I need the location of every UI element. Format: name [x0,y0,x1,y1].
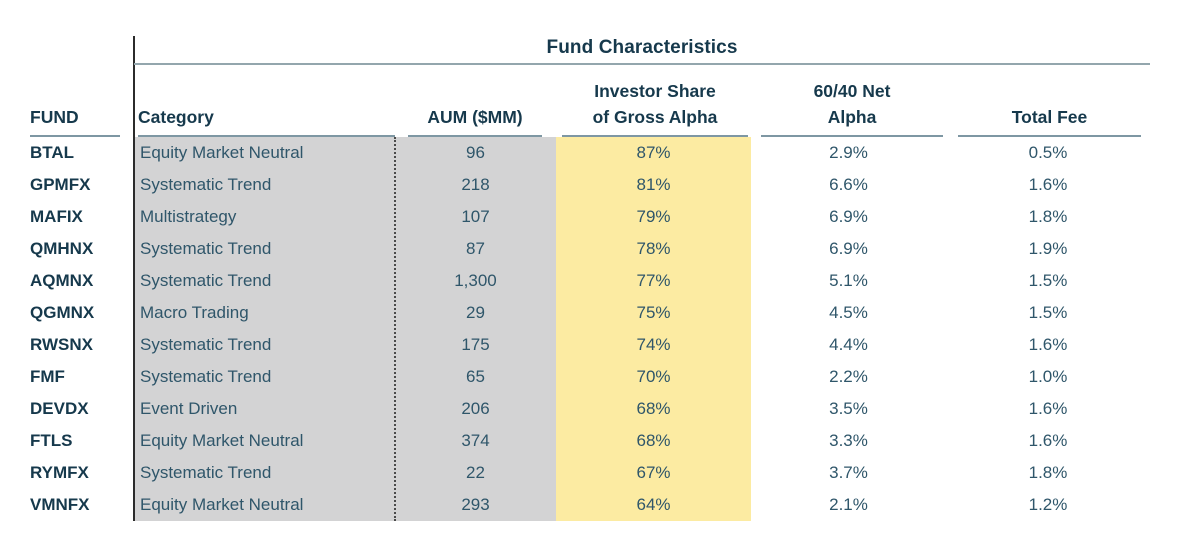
column-header-total-fee: Total Fee [958,104,1141,137]
fund-investor-share: 68% [636,431,671,450]
fund-column-divider-line [133,36,135,521]
fund-category: Multistrategy [140,207,237,226]
fund-category: Equity Market Neutral [140,431,304,450]
fund-category: Equity Market Neutral [140,143,304,162]
fund-ticker: MAFIX [30,207,83,226]
table-header-row: FUND Category AUM ($MM) Investor Share o… [30,66,1150,137]
fund-investor-share: 64% [636,495,671,514]
fund-ticker: BTAL [30,143,75,162]
fund-6040-net-alpha: 4.4% [829,335,868,354]
fund-6040-net-alpha: 2.9% [829,143,868,162]
fund-6040-net-alpha: 6.9% [829,239,868,258]
gray-highlight-band [134,137,556,521]
fund-category: Systematic Trend [140,335,272,354]
fund-category: Systematic Trend [140,463,272,482]
fund-ticker: VMNFX [30,495,90,514]
fund-total-fee: 0.5% [1028,143,1068,162]
fund-investor-share: 87% [636,143,671,162]
fund-total-fee: 1.8% [1028,207,1068,226]
fund-total-fee: 1.8% [1028,463,1068,482]
fund-6040-net-alpha: 5.1% [829,271,868,290]
fund-total-fee: 1.9% [1028,239,1068,258]
fund-aum: 374 [461,431,490,450]
table-row: QMHNX Systematic Trend 87 78% 6.9% 1.9% [30,233,1150,265]
column-header-investor-share: Investor Share of Gross Alpha [562,78,748,137]
fund-investor-share: 78% [636,239,671,258]
fund-aum: 29 [466,303,485,322]
fund-aum: 107 [461,207,490,226]
fund-category: Systematic Trend [140,271,272,290]
fund-6040-net-alpha: 3.7% [829,463,868,482]
fund-investor-share: 79% [636,207,671,226]
fund-aum: 87 [466,239,485,258]
fund-aum: 293 [461,495,490,514]
fund-ticker: FMF [30,367,65,386]
fund-ticker: FTLS [30,431,73,450]
fund-category: Systematic Trend [140,367,272,386]
table-row: BTAL Equity Market Neutral 96 87% 2.9% 0… [30,137,1150,169]
fund-ticker: QGMNX [30,303,95,322]
fund-ticker: RWSNX [30,335,93,354]
table-row: RYMFX Systematic Trend 22 67% 3.7% 1.8% [30,457,1150,489]
table-body: BTAL Equity Market Neutral 96 87% 2.9% 0… [30,137,1150,521]
fund-6040-net-alpha: 4.5% [829,303,868,322]
table-row: VMNFX Equity Market Neutral 293 64% 2.1%… [30,489,1150,521]
fund-investor-share: 77% [636,271,671,290]
column-header-aum: AUM ($MM) [408,104,542,137]
fund-aum: 96 [466,143,485,162]
table-title: Fund Characteristics [134,34,1150,65]
fund-total-fee: 1.6% [1028,175,1068,194]
yellow-highlight-band [556,137,751,521]
fund-ticker: QMHNX [30,239,94,258]
fund-category: Macro Trading [140,303,249,322]
fund-investor-share: 81% [636,175,671,194]
fund-6040-net-alpha: 6.9% [829,207,868,226]
fund-ticker: DEVDX [30,399,89,418]
fund-category: Equity Market Neutral [140,495,304,514]
fund-6040-net-alpha: 2.2% [829,367,868,386]
fund-ticker: RYMFX [30,463,89,482]
fund-investor-share: 67% [636,463,671,482]
table-row: FMF Systematic Trend 65 70% 2.2% 1.0% [30,361,1150,393]
fund-total-fee: 1.6% [1028,399,1068,418]
fund-investor-share: 70% [636,367,671,386]
table-row: MAFIX Multistrategy 107 79% 6.9% 1.8% [30,201,1150,233]
fund-6040-net-alpha: 2.1% [829,495,868,514]
column-header-category: Category [138,104,395,137]
fund-total-fee: 1.2% [1028,495,1068,514]
fund-category: Systematic Trend [140,175,272,194]
fund-aum: 175 [461,335,490,354]
fund-category: Event Driven [140,399,238,418]
fund-aum: 65 [466,367,485,386]
fund-aum: 22 [466,463,485,482]
fund-6040-net-alpha: 3.5% [829,399,868,418]
fund-total-fee: 1.6% [1028,335,1068,354]
table-row: AQMNX Systematic Trend 1,300 77% 5.1% 1.… [30,265,1150,297]
table-row: RWSNX Systematic Trend 175 74% 4.4% 1.6% [30,329,1150,361]
fund-total-fee: 1.0% [1028,367,1068,386]
fund-total-fee: 1.6% [1028,431,1068,450]
fund-6040-net-alpha: 3.3% [829,431,868,450]
column-header-fund: FUND [30,104,120,137]
fund-total-fee: 1.5% [1028,303,1068,322]
table-row: GPMFX Systematic Trend 218 81% 6.6% 1.6% [30,169,1150,201]
fund-ticker: GPMFX [30,175,91,194]
fund-category: Systematic Trend [140,239,272,258]
table-row: DEVDX Event Driven 206 68% 3.5% 1.6% [30,393,1150,425]
fund-investor-share: 75% [636,303,671,322]
fund-aum: 206 [461,399,490,418]
table-row: QGMNX Macro Trading 29 75% 4.5% 1.5% [30,297,1150,329]
fund-total-fee: 1.5% [1028,271,1068,290]
fund-ticker: AQMNX [30,271,94,290]
table-row: FTLS Equity Market Neutral 374 68% 3.3% … [30,425,1150,457]
fund-aum: 218 [461,175,490,194]
column-header-6040-net-alpha: 60/40 Net Alpha [761,78,943,137]
fund-investor-share: 74% [636,335,671,354]
category-aum-dotted-divider [394,137,396,521]
fund-aum: 1,300 [454,271,497,290]
fund-investor-share: 68% [636,399,671,418]
fund-6040-net-alpha: 6.6% [829,175,868,194]
